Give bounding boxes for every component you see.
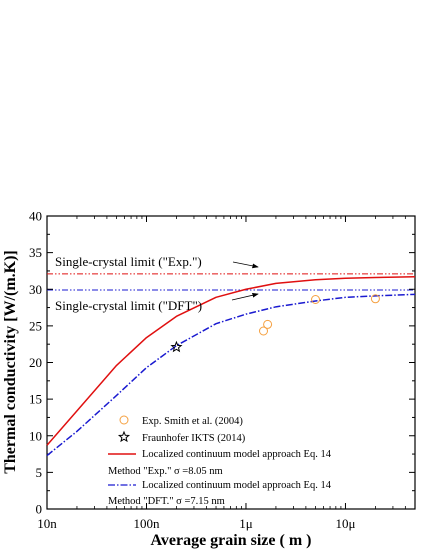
- legend: Exp. Smith et al. (2004) Fraunhofer IKTS…: [108, 415, 332, 507]
- legend-symbol-fraunhofer: [117, 430, 131, 443]
- y-tick-label: 10: [29, 428, 42, 443]
- series-points: [170, 294, 380, 353]
- legend-label-fraunhofer: Fraunhofer IKTS (2014): [142, 433, 246, 444]
- x-tick-label: 100n: [133, 516, 160, 531]
- x-tick-label: 10n: [37, 516, 57, 531]
- x-tick-label: 1μ: [239, 516, 253, 531]
- series-line-0: [46, 276, 416, 446]
- y-tick-label: 15: [29, 392, 42, 407]
- data-point-star: [170, 340, 183, 353]
- annotation-arrow-exp: [232, 261, 259, 269]
- x-tick-label: 10μ: [335, 516, 355, 531]
- y-axis-ticks: 0 5 10 15 20 25 30 35 40: [29, 209, 415, 517]
- legend-label-model-dft-method: Method "DFT." σ =7.15 nm: [108, 496, 225, 507]
- y-tick-label: 20: [29, 355, 42, 370]
- x-axis-title: Average grain size ( m ): [151, 532, 312, 549]
- legend-label-model-exp: Localized continuum model approach Eq. 1…: [142, 449, 332, 460]
- series-lines: [46, 276, 416, 457]
- legend-label-model-exp-method: Method "Exp." σ =8.05 nm: [108, 466, 223, 477]
- legend-label-model-dft: Localized continuum model approach Eq. 1…: [142, 480, 332, 491]
- x-axis-ticks: 10n 100n 1μ 10μ: [37, 216, 416, 531]
- reference-lines: [47, 273, 415, 291]
- y-axis-title: Thermal conductivity [W/(m.K)]: [2, 250, 19, 474]
- annotation-single-crystal-dft: Single-crystal limit ("DFT"): [55, 298, 202, 313]
- data-point: [311, 295, 321, 305]
- data-point: [258, 326, 268, 336]
- data-point: [263, 319, 273, 329]
- data-point: [370, 294, 380, 304]
- y-tick-label: 25: [29, 318, 42, 333]
- y-tick-label: 0: [36, 502, 43, 517]
- y-tick-label: 5: [36, 465, 43, 480]
- legend-label-exp-smith: Exp. Smith et al. (2004): [142, 416, 243, 427]
- legend-symbol-exp-smith: [119, 415, 129, 425]
- y-tick-label: 35: [29, 245, 42, 260]
- annotation-single-crystal-exp: Single-crystal limit ("Exp."): [55, 254, 202, 269]
- annotation-arrow-dft: [231, 292, 259, 301]
- y-tick-label: 30: [29, 282, 42, 297]
- series-line-1: [46, 293, 416, 457]
- y-tick-label: 40: [29, 209, 42, 224]
